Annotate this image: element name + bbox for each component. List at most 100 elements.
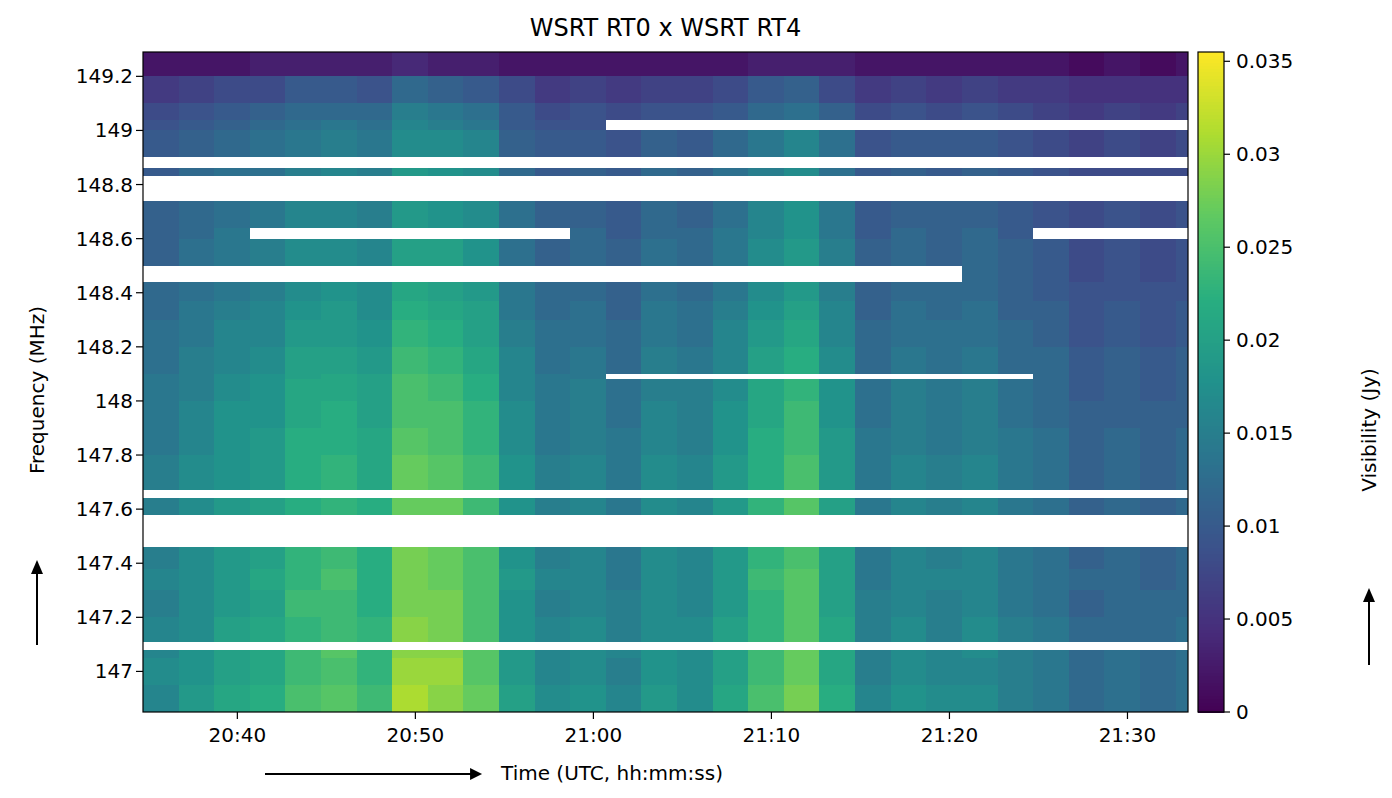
cell	[428, 374, 464, 379]
cell	[641, 347, 677, 374]
colorbar-tick	[1224, 433, 1230, 434]
cell	[214, 76, 250, 103]
cell	[357, 455, 393, 490]
cells	[143, 52, 1188, 712]
cell	[570, 201, 606, 228]
cell	[784, 168, 820, 176]
y-tick-label: 147.6	[76, 497, 133, 521]
cell	[143, 347, 179, 374]
cell	[499, 76, 535, 103]
cell	[641, 569, 677, 591]
cell	[891, 569, 927, 591]
cell	[641, 658, 677, 685]
cell	[321, 455, 357, 490]
cell	[784, 130, 820, 157]
cell	[392, 374, 428, 379]
cell	[1176, 130, 1188, 157]
cell	[285, 498, 321, 514]
y-tick-label: 148.8	[76, 173, 133, 197]
cell	[962, 498, 998, 514]
x-tick-label: 21:10	[743, 723, 801, 747]
cell	[392, 282, 428, 301]
cell	[535, 168, 571, 176]
cell	[285, 547, 321, 569]
cell	[891, 590, 927, 617]
cell	[1176, 685, 1188, 712]
cell	[463, 658, 499, 685]
cell	[428, 201, 464, 228]
cell	[1033, 498, 1069, 514]
title: WSRT RT0 x WSRT RT4	[530, 14, 802, 42]
cell	[214, 374, 250, 379]
cell	[1104, 650, 1140, 658]
cell	[179, 201, 215, 228]
cell	[357, 401, 393, 428]
cell	[1069, 282, 1105, 301]
cell	[1104, 547, 1140, 569]
cell	[143, 650, 179, 658]
cell	[962, 201, 998, 228]
cell	[891, 547, 927, 569]
cell	[677, 103, 713, 119]
cell	[499, 650, 535, 658]
cell	[1104, 201, 1140, 228]
cell	[748, 617, 784, 641]
cell	[677, 76, 713, 103]
cell	[1069, 320, 1105, 347]
cell	[748, 569, 784, 591]
cell	[535, 347, 571, 374]
cell	[179, 168, 215, 176]
y-axis-title: Frequency (MHz)	[25, 306, 49, 474]
cell	[1176, 103, 1188, 119]
cell	[428, 320, 464, 347]
colorbar-tick	[1224, 618, 1230, 619]
cell	[250, 379, 286, 401]
cell	[606, 201, 642, 228]
cell	[428, 498, 464, 514]
cell	[819, 347, 855, 374]
cell	[606, 498, 642, 514]
colorbar-title: Visibility (Jy)	[1357, 368, 1381, 492]
cell	[428, 401, 464, 428]
cell	[463, 168, 499, 176]
cell	[1033, 379, 1069, 401]
cell	[855, 547, 891, 569]
y-tick-label: 147.8	[76, 443, 133, 467]
cell	[535, 374, 571, 379]
cell	[606, 168, 642, 176]
cell	[179, 374, 215, 379]
cell	[891, 650, 927, 658]
cell	[606, 685, 642, 712]
cell	[499, 617, 535, 641]
cell	[321, 239, 357, 266]
cell	[926, 201, 962, 228]
y-tick	[136, 671, 143, 672]
cell	[998, 301, 1034, 320]
cell	[570, 120, 606, 131]
cell	[1176, 455, 1188, 490]
cell	[641, 52, 677, 76]
cell	[891, 76, 927, 103]
cell	[535, 130, 571, 157]
cell	[998, 130, 1034, 157]
cell	[392, 379, 428, 401]
cell	[428, 120, 464, 131]
cell	[143, 52, 179, 76]
cell	[179, 239, 215, 266]
cell	[214, 282, 250, 301]
cell	[1104, 498, 1140, 514]
cell	[392, 590, 428, 617]
cell	[143, 547, 179, 569]
cell	[570, 685, 606, 712]
cell	[499, 658, 535, 685]
cell	[1104, 282, 1140, 301]
cell	[463, 374, 499, 379]
cell	[285, 301, 321, 320]
cell	[713, 201, 749, 228]
cell	[748, 301, 784, 320]
cell	[962, 347, 998, 374]
cell	[855, 228, 891, 239]
cell	[855, 103, 891, 119]
colorbar-gradient	[1198, 52, 1224, 713]
cell	[855, 617, 891, 641]
